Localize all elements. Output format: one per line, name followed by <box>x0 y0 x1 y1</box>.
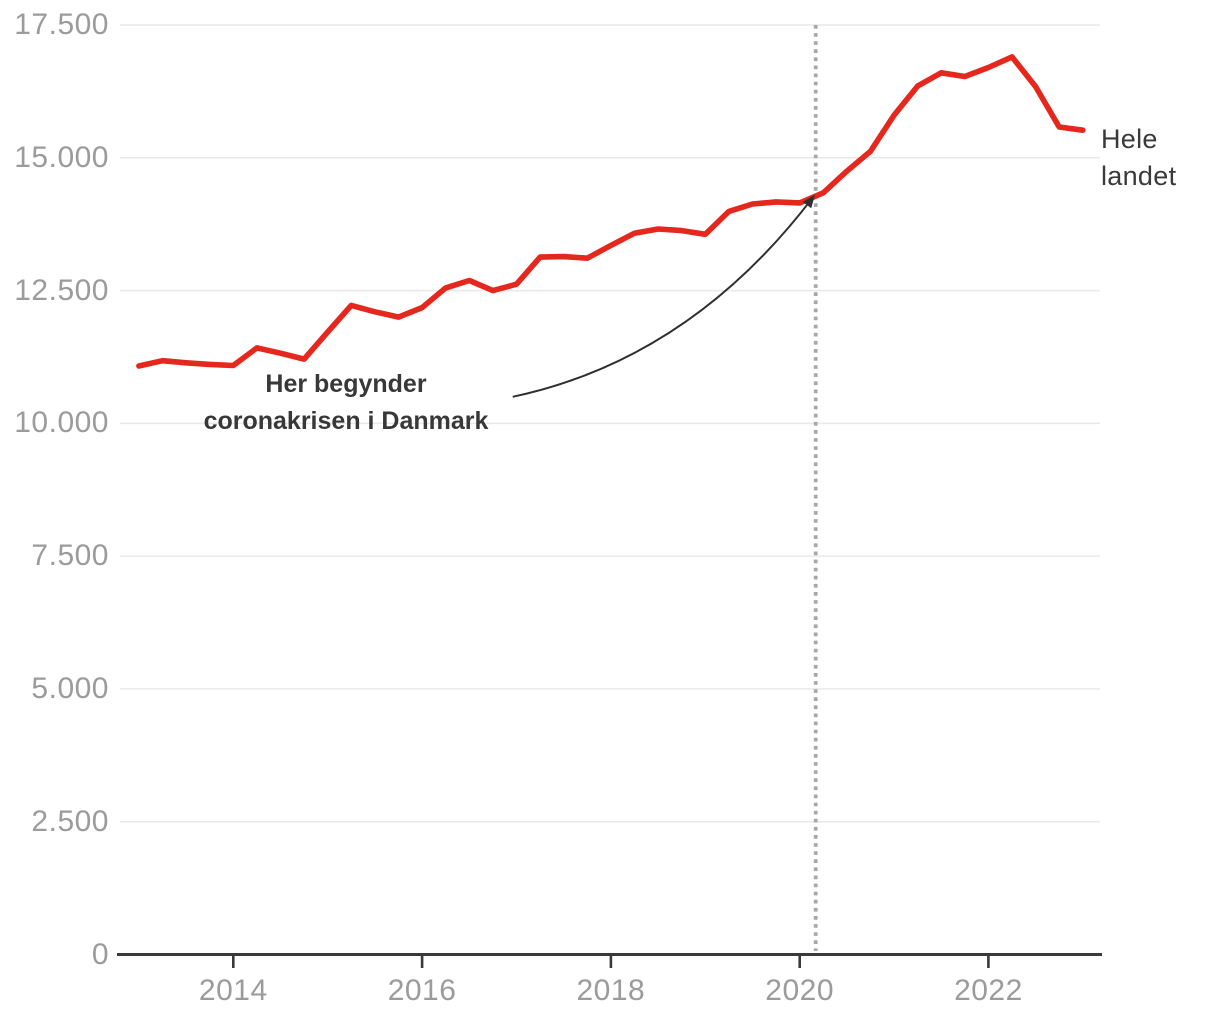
corona-annotation-line1: Her begynder <box>265 370 427 398</box>
y-tick-label: 12.500 <box>14 273 109 307</box>
annotation-arrowhead <box>802 194 815 209</box>
series-label-line1: Hele <box>1101 124 1158 154</box>
x-tick-label: 2018 <box>576 974 646 1007</box>
y-tick-label: 0 <box>91 937 109 971</box>
y-tick-label: 5.000 <box>31 671 109 705</box>
y-tick-label: 15.000 <box>14 140 109 174</box>
x-tick-label: 2014 <box>198 974 268 1007</box>
y-tick-label: 2.500 <box>31 804 109 838</box>
annotation-arrow-curve <box>512 198 813 398</box>
y-tick-label: 7.500 <box>31 539 109 573</box>
series-line-hele-landet <box>136 54 1086 369</box>
y-tick-label: 10.000 <box>14 406 109 440</box>
y-tick-label: 17.500 <box>14 8 109 41</box>
x-tick-label: 2016 <box>387 974 457 1007</box>
corona-annotation: Her begynder coronakrisen i Danmark <box>170 366 522 440</box>
corona-annotation-line2: coronakrisen i Danmark <box>203 407 489 435</box>
x-tick-label: 2020 <box>765 974 835 1007</box>
series-label-line2: landet <box>1101 161 1177 191</box>
x-tick-label: 2022 <box>954 974 1023 1007</box>
series-label-hele-landet: Hele landet <box>1101 121 1176 195</box>
